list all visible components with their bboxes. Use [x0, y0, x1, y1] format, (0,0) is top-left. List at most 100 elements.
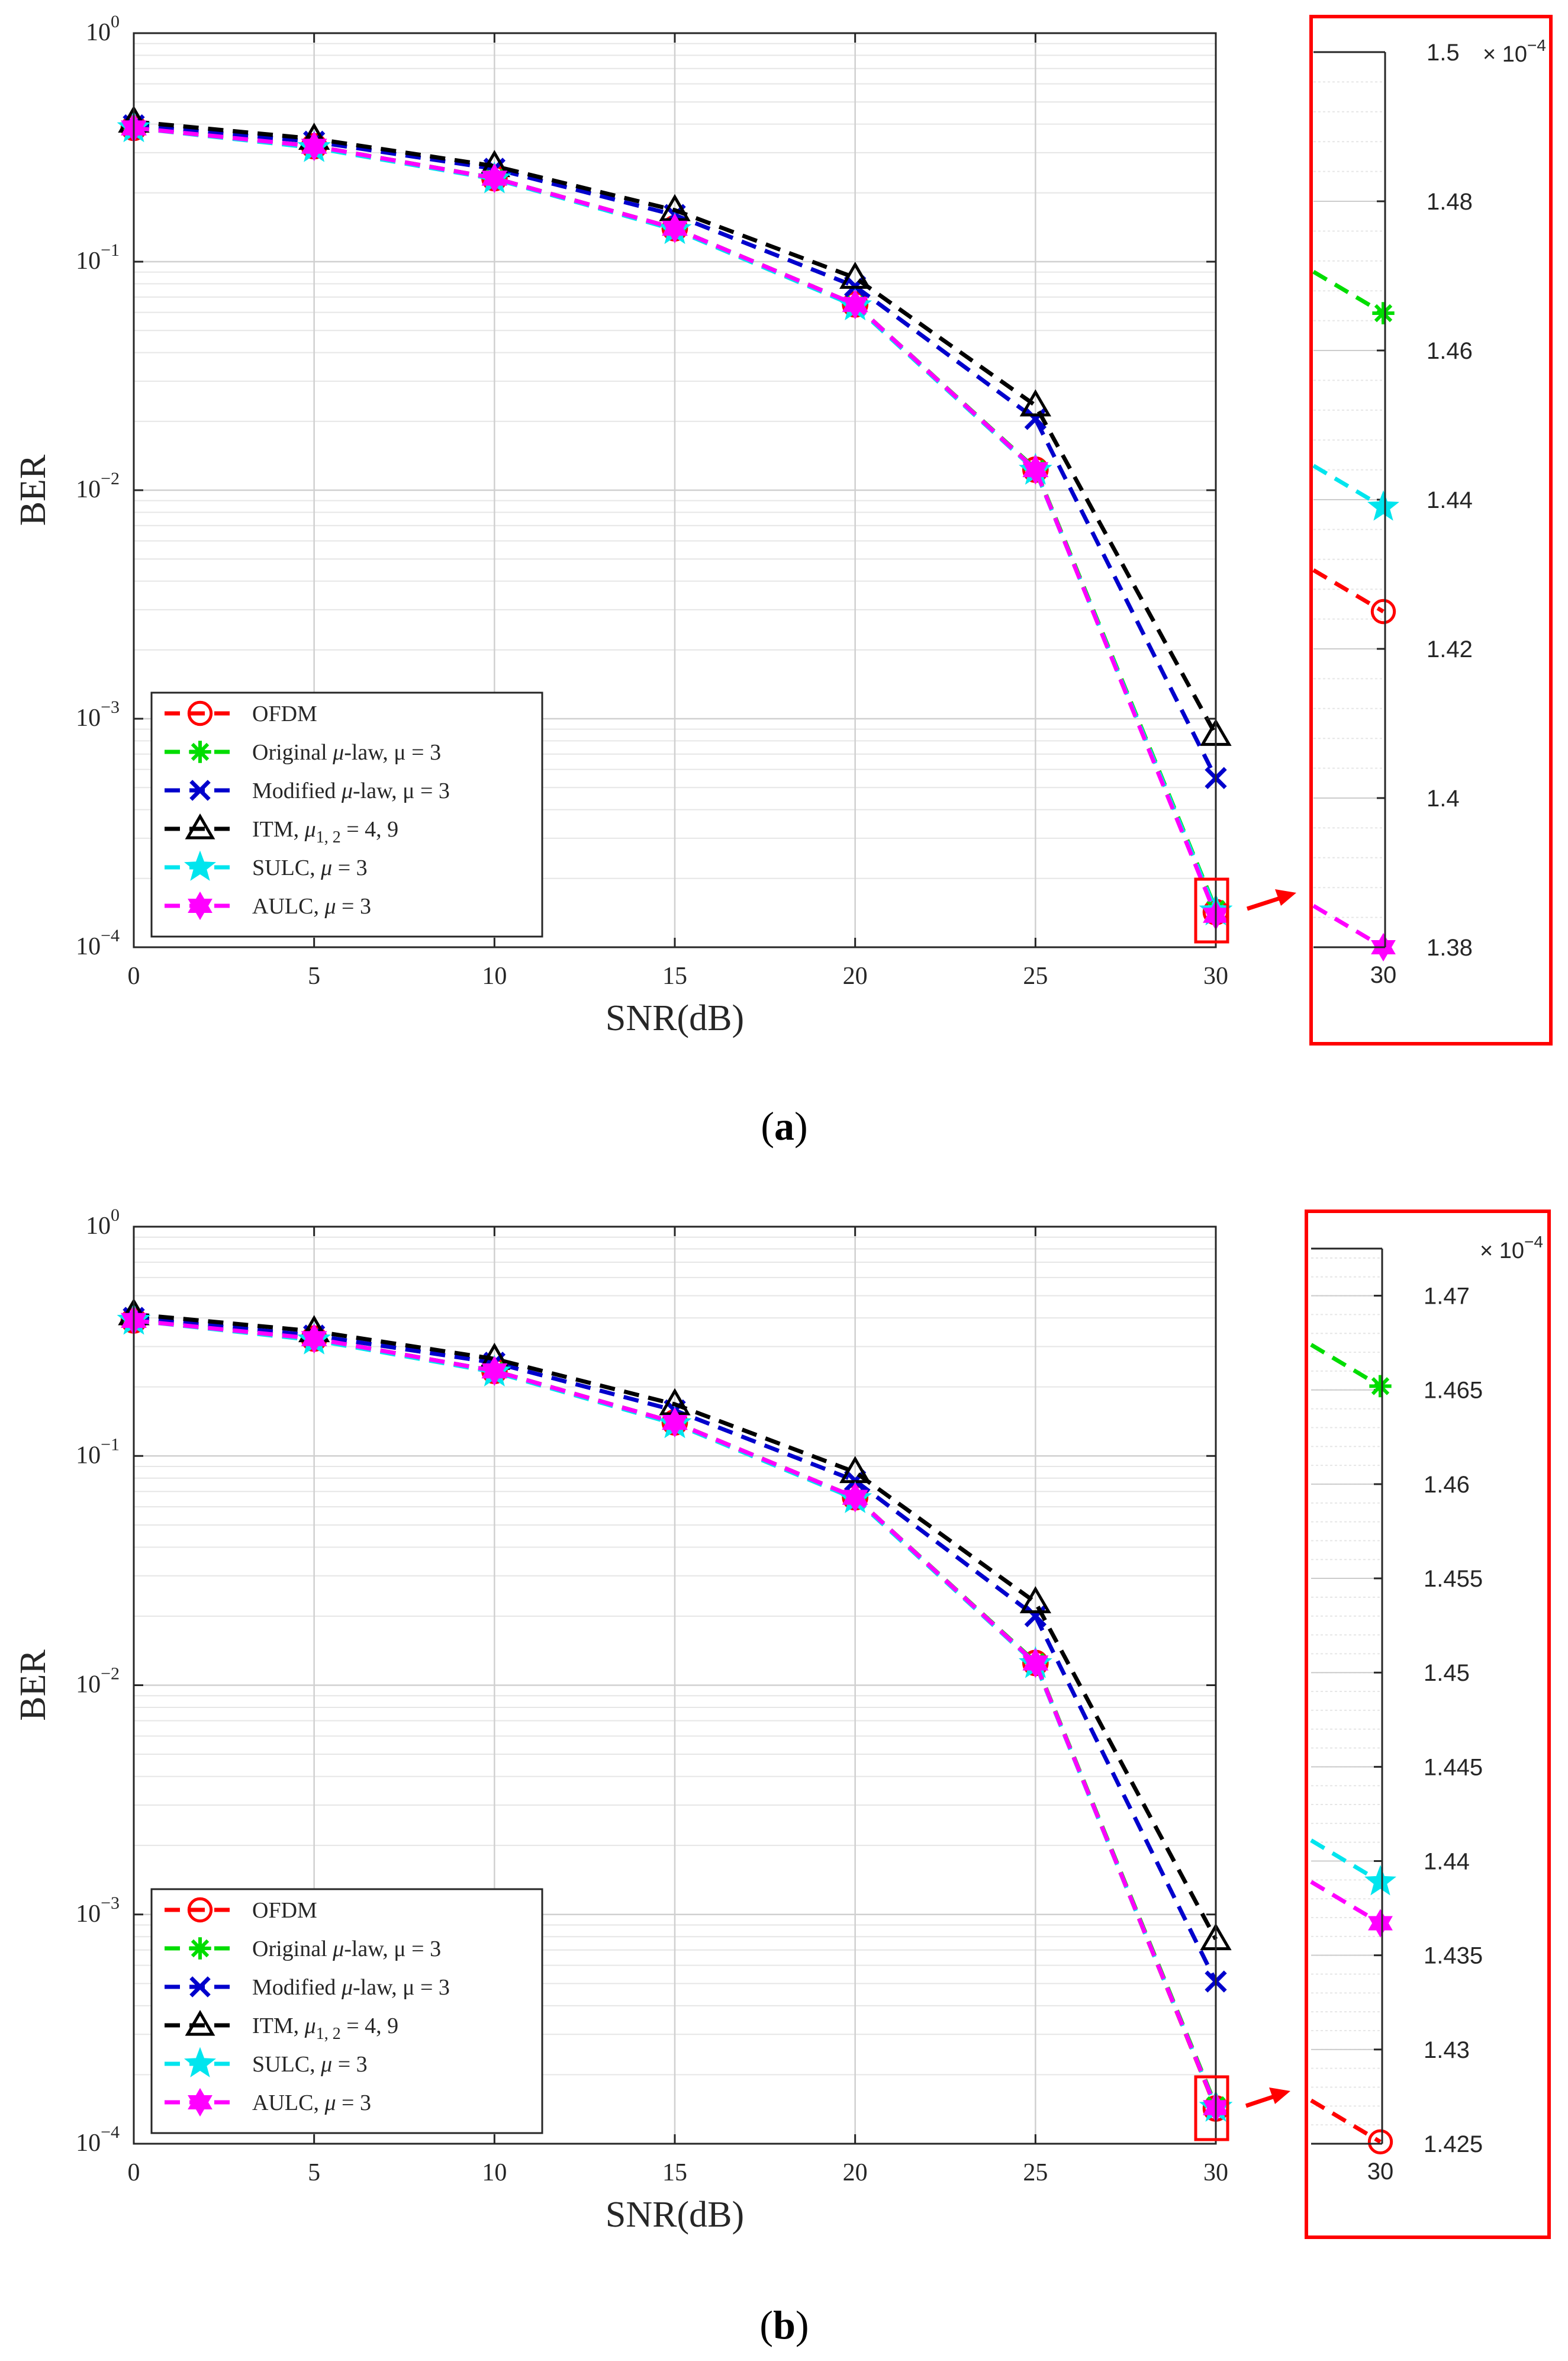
inset-x-tick-label: 30 [1367, 2159, 1394, 2185]
zoom-region-box [1194, 2075, 1229, 2141]
legend-entry: OFDM [165, 1897, 317, 1923]
data-point [842, 1482, 868, 1513]
panel-label-open: ( [761, 1104, 774, 1149]
inset-y-tick-label: 1.38 [1427, 935, 1473, 961]
panel-label-open: ( [759, 2302, 773, 2347]
inset-series [1312, 464, 1400, 521]
legend-label-sub: 1, 2 [316, 828, 341, 847]
data-point [1024, 407, 1047, 430]
legend-label-post: -law, μ = 3 [344, 1937, 441, 1961]
x-tick-label: 30 [1203, 963, 1228, 990]
legend-entry: AULC, μ = 3 [165, 2087, 371, 2117]
marker-triangle [185, 813, 215, 839]
x-tick-label: 25 [1023, 2159, 1048, 2186]
y-tick-label: 10−4 [76, 2122, 120, 2157]
y-tick-label: 10−3 [76, 1893, 120, 1928]
legend-label-pre: SULC, [252, 2052, 321, 2077]
inset-series-line [1310, 2098, 1382, 2144]
marker-star [183, 850, 217, 881]
legend-label: OFDM [252, 702, 317, 726]
marker-hexagram [1368, 1909, 1393, 1938]
panel-label-letter: b [773, 2302, 796, 2347]
inset-series-line [1310, 1838, 1382, 1884]
marker-hexagram [662, 1407, 688, 1438]
legend-entry: ITM, μ1, 2 = 4, 9 [165, 813, 398, 847]
inset-series [1312, 568, 1396, 625]
panel-label-close: ) [794, 1104, 808, 1149]
x-tick-label: 0 [128, 2159, 140, 2186]
x-axis-label: SNR(dB) [606, 998, 744, 1038]
marker-star [1364, 1865, 1397, 1896]
inset-series [1310, 1343, 1392, 1398]
marker-hexagram [842, 289, 868, 320]
y-tick-exponent: 0 [111, 1205, 120, 1225]
legend-entry: SULC, μ = 3 [165, 850, 368, 881]
marker-hexagram [301, 131, 327, 162]
legend-label-pre: ITM, [252, 817, 305, 842]
marker-hexagram [481, 1356, 508, 1386]
y-tick-label: 100 [86, 1205, 120, 1240]
y-tick-exponent: −1 [101, 1434, 120, 1454]
x-axis-label: SNR(dB) [606, 2195, 744, 2235]
x-tick-label: 25 [1023, 963, 1048, 990]
legend-label: OFDM [252, 1898, 317, 1923]
marker-hexagram [1022, 455, 1049, 485]
marker-hexagram [481, 163, 508, 194]
legend-label-mid: μ [332, 740, 344, 765]
legend-label-post: = 3 [336, 894, 371, 919]
y-tick-label: 10−4 [76, 926, 120, 960]
legend-label-pre: Original [252, 1937, 333, 1961]
y-tick-label: 10−1 [76, 1434, 120, 1469]
legend-box [150, 691, 543, 938]
marker-x [189, 1976, 211, 1997]
marker-circle [1370, 599, 1396, 625]
x-tick-label: 30 [1203, 2159, 1228, 2186]
inset-series [1310, 1880, 1393, 1938]
series-5 [121, 1305, 1229, 2123]
inset-y-tick-label: 1.44 [1427, 487, 1473, 513]
data-point [301, 131, 327, 162]
legend-label: ITM, μ1, 2 = 4, 9 [252, 817, 398, 847]
inset-series [1310, 2098, 1393, 2155]
x-tick-label: 5 [308, 963, 320, 990]
y-tick-base: 10 [76, 1900, 101, 1928]
legend-label: Modified μ-law, μ = 3 [252, 1975, 450, 2000]
inset-series-line [1312, 903, 1385, 950]
data-point [1019, 389, 1051, 417]
y-tick-label: 100 [86, 12, 120, 46]
legend-label-pre: Modified [252, 1975, 342, 2000]
inset-y-tick-label: 1.43 [1424, 2037, 1470, 2063]
marker-circle [187, 1897, 213, 1923]
x-tick-label: 0 [128, 963, 140, 990]
legend-label-mid: μ [332, 1937, 344, 1961]
marker-circle [1367, 2129, 1393, 2155]
legend-label-mid: μ [304, 817, 316, 842]
x-tick-label: 5 [308, 2159, 320, 2186]
legend-label-pre: OFDM [252, 1898, 317, 1923]
data-point [1019, 1586, 1051, 1613]
legend-label: SULC, μ = 3 [252, 2052, 368, 2077]
legend-label-post: = 3 [332, 2052, 367, 2077]
legend-entry: Modified μ-law, μ = 3 [165, 779, 450, 803]
legend-label-mid: μ [304, 2013, 316, 2038]
y-tick-base: 10 [76, 1671, 101, 1699]
y-tick-base: 10 [76, 1442, 101, 1469]
x-tick-label: 15 [662, 963, 687, 990]
inset-series [1310, 1838, 1397, 1896]
legend-label-post: -law, μ = 3 [353, 779, 450, 803]
panel-a: 0 5 10 15 20 25 3010010−110−210−310−4SNR(dB)BE… [13, 12, 1553, 1149]
y-tick-exponent: −3 [101, 697, 120, 717]
zoom-arrow-head [1269, 2087, 1290, 2104]
marker-asterisk [189, 1937, 211, 1960]
inset-series-line [1312, 464, 1385, 509]
multiplier-base: × 10 [1480, 1239, 1524, 1263]
marker-hexagram [1022, 1648, 1049, 1678]
marker-hexagram [301, 1323, 327, 1354]
legend-label-mid: μ [320, 2052, 332, 2077]
legend-label-pre: Modified [252, 779, 342, 803]
inset-y-tick-label: 1.47 [1424, 1284, 1470, 1310]
legend-label-pre: ITM, [252, 2013, 305, 2038]
inset-y-tick-label: 1.46 [1427, 338, 1473, 364]
